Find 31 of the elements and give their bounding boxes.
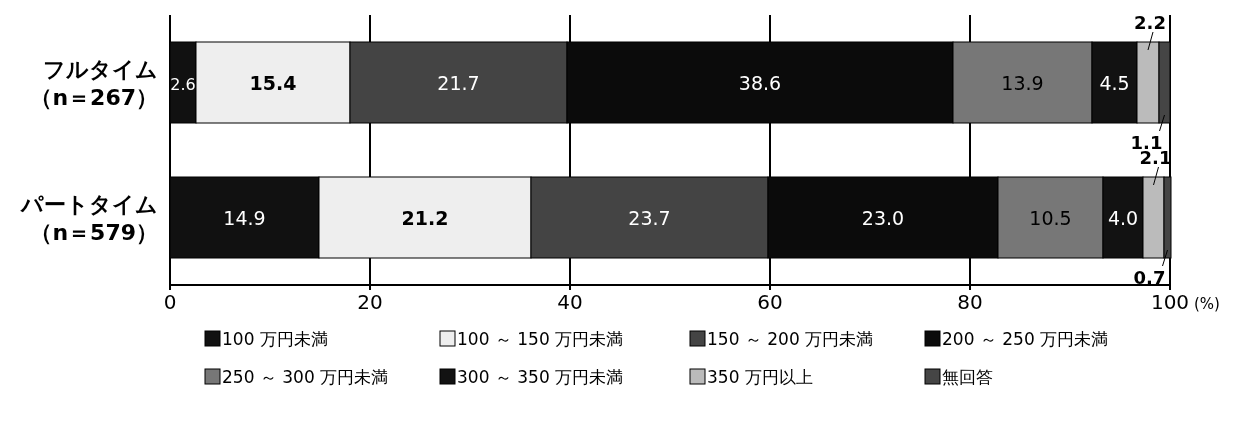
data-label: 4.5 xyxy=(1099,71,1130,94)
x-tick-label: 0 xyxy=(163,290,177,314)
legend-label: 150 ～ 200 万円未満 xyxy=(707,329,874,349)
data-label: 4.0 xyxy=(1107,206,1139,229)
legend-label: 350 万円以上 xyxy=(707,367,813,387)
y-tick-label: フルタイム（n＝267） xyxy=(30,56,158,110)
data-label: 0.7 xyxy=(1133,267,1166,288)
data-label: 38.6 xyxy=(738,71,782,94)
legend-label: 300 ～ 350 万円未満 xyxy=(457,367,624,387)
data-label: 10.5 xyxy=(1029,206,1072,229)
x-tick-label: 60 xyxy=(757,290,783,314)
data-label: 14.9 xyxy=(223,206,266,229)
data-label: 13.9 xyxy=(1001,71,1044,94)
data-label: 21.2 xyxy=(401,206,449,229)
legend-label: 100 ～ 150 万円未満 xyxy=(457,329,624,349)
y-tick-label: パートタイム（n＝579） xyxy=(20,191,158,245)
x-tick-label: 40 xyxy=(557,290,583,314)
legend-label: 250 ～ 300 万円未満 xyxy=(222,367,389,387)
x-tick-label: 100 xyxy=(1150,290,1190,314)
x-axis-title: (%) xyxy=(1194,295,1220,313)
legend-label: 無回答 xyxy=(942,367,993,387)
data-label: 2.2 xyxy=(1134,12,1166,33)
data-label: 23.0 xyxy=(861,206,905,229)
data-label: 15.4 xyxy=(249,71,297,94)
legend-label: 100 万円未満 xyxy=(222,329,328,349)
data-label: 21.7 xyxy=(437,71,480,94)
x-tick-label: 80 xyxy=(957,290,983,314)
x-tick-label: 20 xyxy=(357,290,383,314)
legend-label: 200 ～ 250 万円未満 xyxy=(942,329,1109,349)
data-label: 23.7 xyxy=(628,206,671,229)
data-label: 2.6 xyxy=(170,74,196,94)
